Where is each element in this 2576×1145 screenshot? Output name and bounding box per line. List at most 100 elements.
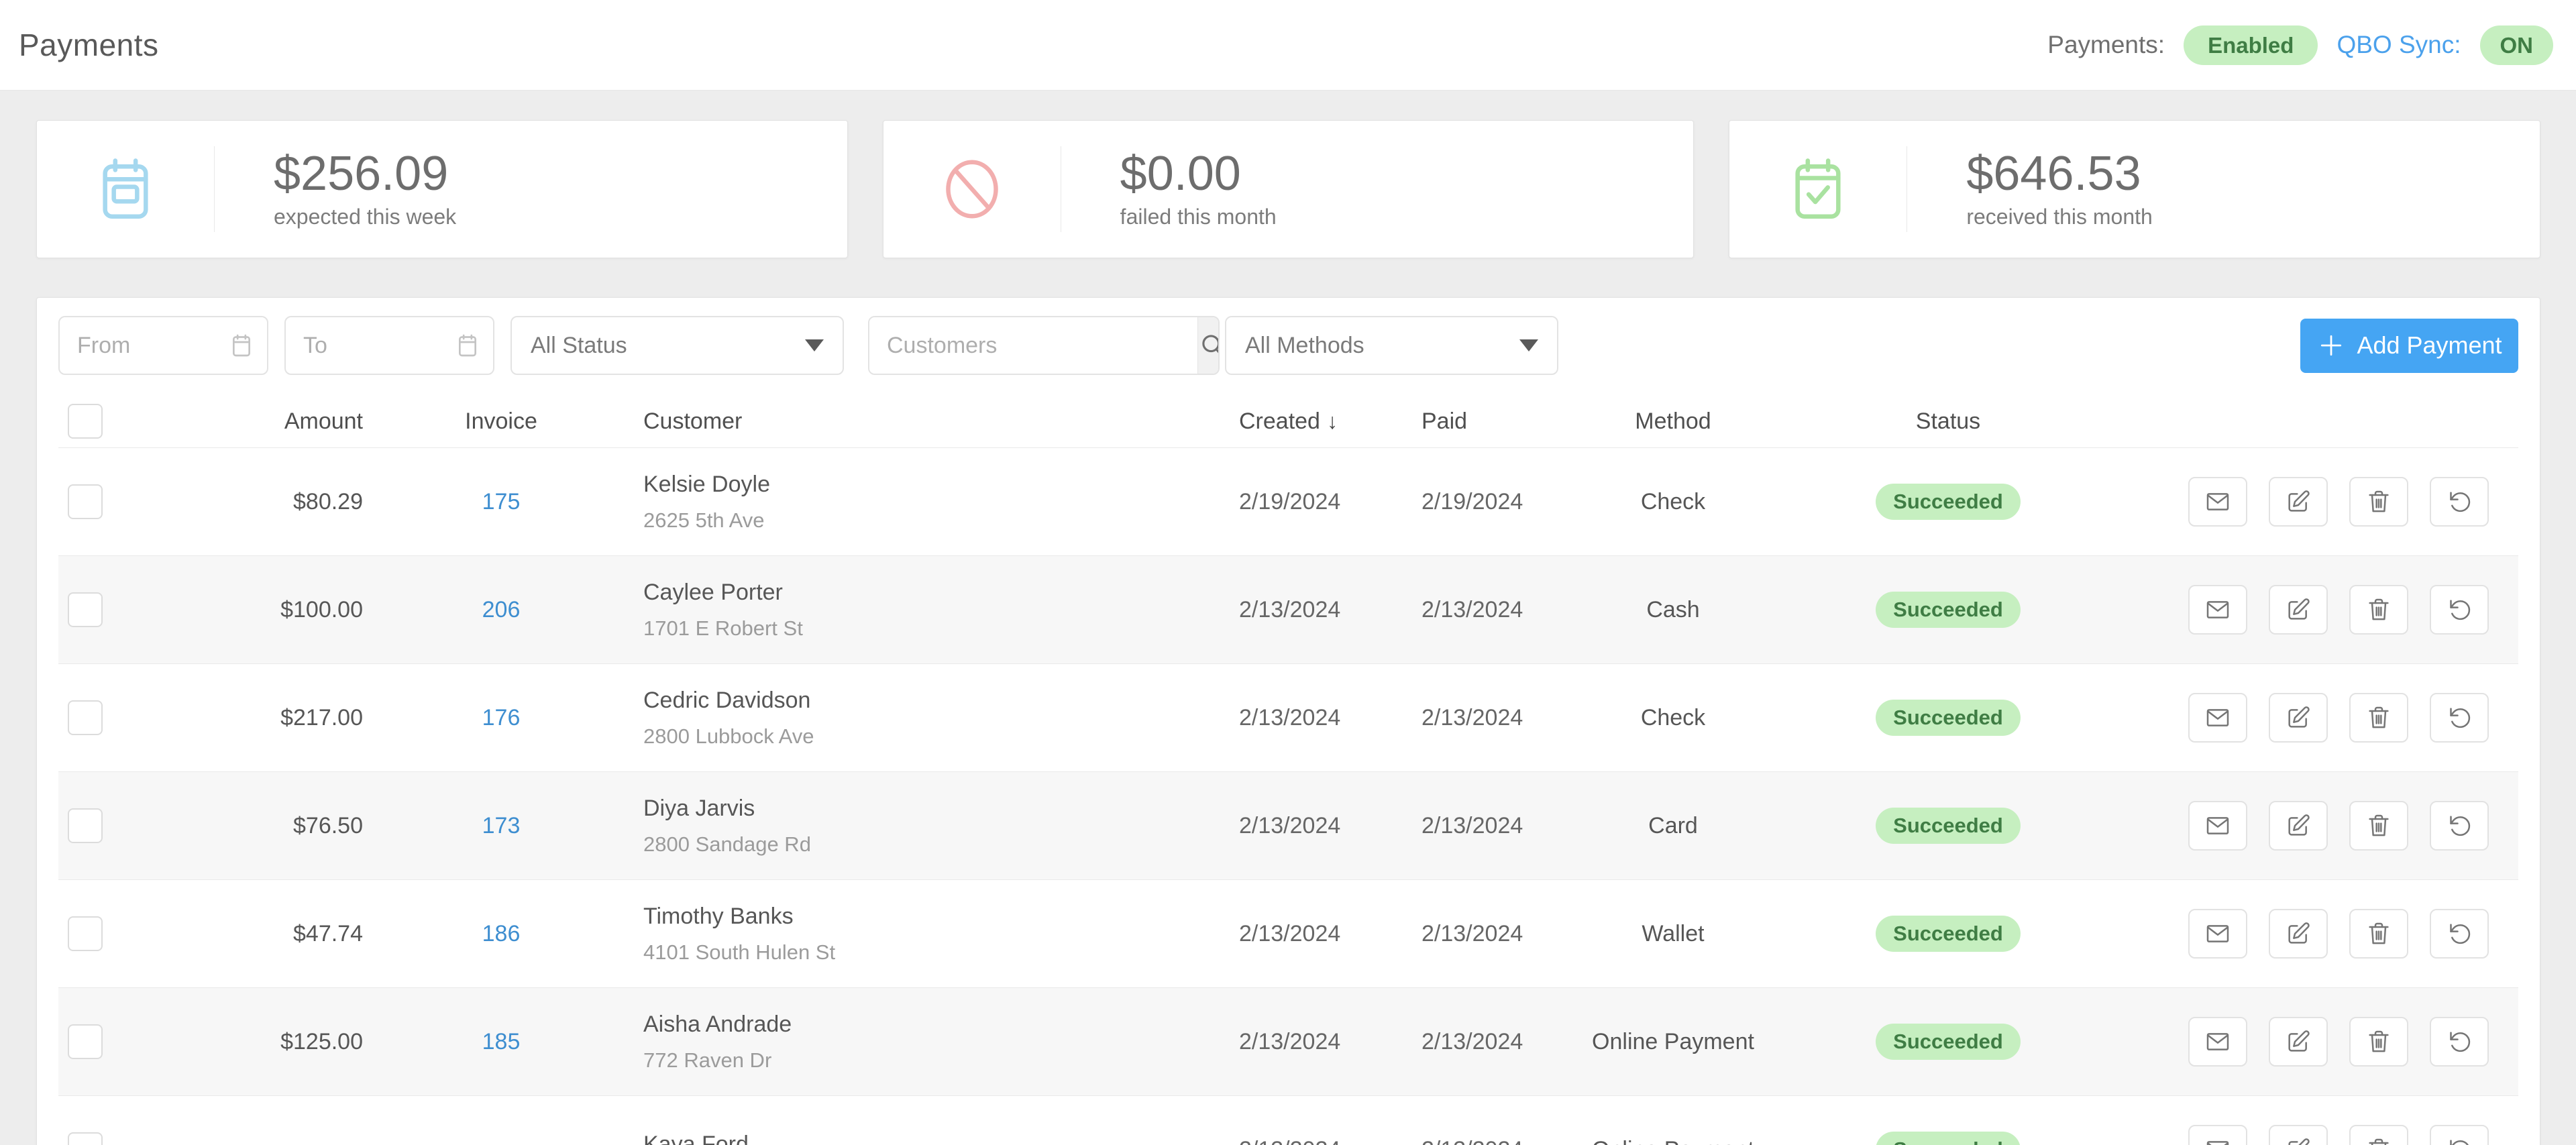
undo-icon [2450, 600, 2471, 620]
chevron-down-icon [805, 339, 824, 351]
card-divider [214, 146, 215, 232]
table-row: $47.74 186 Timothy Banks 4101 South Hulen… [58, 879, 2518, 987]
column-header-customer[interactable]: Customer [643, 408, 743, 434]
delete-payment-button[interactable] [2349, 801, 2408, 851]
date-from-input[interactable] [58, 316, 268, 375]
status-badge: Succeeded [1876, 808, 2021, 844]
delete-payment-button[interactable] [2349, 477, 2408, 527]
delete-payment-button[interactable] [2349, 693, 2408, 743]
mail-icon [2206, 601, 2229, 618]
refund-payment-button[interactable] [2430, 1017, 2489, 1067]
edit-icon [2288, 490, 2310, 512]
mail-icon [2206, 709, 2229, 726]
trash-icon [2369, 1030, 2389, 1052]
trash-icon [2369, 814, 2389, 836]
payment-method: Online Payment [1592, 1028, 1754, 1054]
email-payment-button[interactable] [2188, 693, 2247, 743]
invoice-link[interactable]: 173 [482, 812, 521, 838]
methods-dropdown[interactable]: All Methods [1225, 316, 1558, 375]
email-payment-button[interactable] [2188, 801, 2247, 851]
email-payment-button[interactable] [2188, 1017, 2247, 1067]
table-row: $80.29 175 Kelsie Doyle 2625 5th Ave 2/19… [58, 447, 2518, 555]
failed-label: failed this month [1120, 205, 1277, 229]
qbo-sync-badge[interactable]: ON [2479, 25, 2553, 65]
select-all-checkbox[interactable] [68, 404, 103, 439]
column-header-method[interactable]: Method [1635, 408, 1711, 434]
edit-payment-button[interactable] [2269, 1125, 2328, 1145]
row-checkbox[interactable] [68, 1024, 103, 1059]
status-badge: Succeeded [1876, 700, 2021, 736]
undo-icon [2450, 708, 2471, 728]
customer-address: 2625 5th Ave [643, 508, 765, 532]
refund-payment-button[interactable] [2430, 477, 2489, 527]
column-header-amount[interactable]: Amount [284, 408, 363, 434]
refund-payment-button[interactable] [2430, 693, 2489, 743]
column-header-invoice[interactable]: Invoice [465, 408, 537, 434]
paid-date: 2/19/2024 [1421, 488, 1523, 514]
row-checkbox[interactable] [68, 916, 103, 951]
undo-icon [2450, 1032, 2471, 1052]
delete-payment-button[interactable] [2349, 585, 2408, 635]
status-dropdown-value: All Status [531, 332, 627, 358]
top-bar: Payments Payments: Enabled QBO Sync: ON [0, 0, 2576, 91]
customers-search-field [868, 316, 1220, 375]
row-checkbox[interactable] [68, 808, 103, 843]
add-payment-button[interactable]: Add Payment [2300, 318, 2518, 373]
edit-payment-button[interactable] [2269, 801, 2328, 851]
edit-payment-button[interactable] [2269, 1017, 2328, 1067]
undo-icon [2450, 492, 2471, 512]
invoice-link[interactable]: 185 [482, 1028, 521, 1054]
refund-payment-button[interactable] [2430, 1125, 2489, 1145]
invoice-link[interactable]: 206 [482, 596, 521, 622]
expected-card: $256.09 expected this week [36, 120, 848, 258]
delete-payment-button[interactable] [2349, 909, 2408, 959]
customer-address: 1701 E Robert St [643, 616, 803, 640]
edit-icon [2288, 598, 2310, 620]
created-date: 2/13/2024 [1239, 704, 1341, 730]
customer-address: 4101 South Hulen St [643, 940, 836, 964]
edit-payment-button[interactable] [2269, 693, 2328, 743]
search-button[interactable] [1197, 317, 1218, 374]
column-header-status[interactable]: Status [1915, 408, 1981, 434]
payment-method: Online Payment [1542, 1137, 1804, 1145]
email-payment-button[interactable] [2188, 1125, 2247, 1145]
row-checkbox[interactable] [68, 592, 103, 627]
calendar-icon [37, 154, 214, 224]
delete-payment-button[interactable] [2349, 1017, 2408, 1067]
column-header-created[interactable]: Created ↓ [1239, 408, 1338, 434]
row-checkbox[interactable] [68, 484, 103, 519]
edit-payment-button[interactable] [2269, 909, 2328, 959]
row-checkbox[interactable] [68, 700, 103, 735]
received-amount: $646.53 [1966, 146, 2141, 201]
edit-payment-button[interactable] [2269, 585, 2328, 635]
email-payment-button[interactable] [2188, 477, 2247, 527]
invoice-link[interactable]: 175 [482, 488, 521, 514]
payment-method: Card [1648, 812, 1698, 838]
customers-search-input[interactable] [869, 317, 1197, 374]
sort-descending-icon: ↓ [1326, 408, 1338, 433]
refund-payment-button[interactable] [2430, 585, 2489, 635]
expected-label: expected this week [274, 205, 457, 229]
status-badge: Succeeded [1876, 916, 2021, 952]
invoice-link[interactable]: 176 [482, 704, 521, 730]
top-bar-status-group: Payments: Enabled QBO Sync: ON [2047, 25, 2553, 65]
row-checkbox[interactable] [68, 1132, 103, 1145]
customer-address: 772 Raven Dr [643, 1048, 772, 1072]
paid-date: 2/13/2024 [1421, 1137, 1542, 1145]
column-header-paid[interactable]: Paid [1421, 408, 1468, 434]
qbo-sync-link[interactable]: QBO Sync: [2337, 31, 2461, 58]
payment-amount: $80.29 [293, 488, 363, 514]
email-payment-button[interactable] [2188, 585, 2247, 635]
trash-icon [2369, 490, 2389, 512]
delete-payment-button[interactable] [2349, 1125, 2408, 1145]
expected-amount: $256.09 [274, 146, 449, 201]
status-dropdown[interactable]: All Status [511, 316, 844, 375]
trash-icon [2369, 922, 2389, 944]
invoice-link[interactable]: 186 [482, 920, 521, 946]
row-actions [2092, 1125, 2518, 1145]
refund-payment-button[interactable] [2430, 909, 2489, 959]
date-to-input[interactable] [284, 316, 494, 375]
edit-payment-button[interactable] [2269, 477, 2328, 527]
email-payment-button[interactable] [2188, 909, 2247, 959]
refund-payment-button[interactable] [2430, 801, 2489, 851]
